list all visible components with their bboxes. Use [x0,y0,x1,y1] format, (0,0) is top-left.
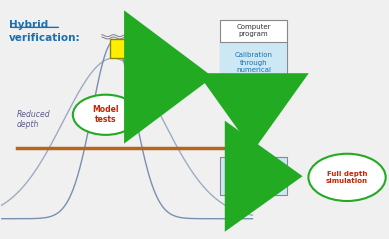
FancyBboxPatch shape [220,42,287,91]
Text: Calibration
through
numerical
reconstruction: Calibration through numerical reconstruc… [228,52,279,81]
Circle shape [73,95,138,135]
FancyBboxPatch shape [220,157,287,195]
FancyBboxPatch shape [110,39,133,58]
Text: Model
tests: Model tests [93,105,119,125]
Text: Reduced
depth: Reduced depth [17,110,51,129]
FancyBboxPatch shape [220,20,287,91]
Text: Computer
program: Computer program [236,24,271,38]
Circle shape [308,154,385,201]
Text: Hybrid
verification:: Hybrid verification: [9,20,81,43]
Text: Full depth
simulation: Full depth simulation [326,171,368,184]
Text: Numerical
extrapolation: Numerical extrapolation [230,170,277,183]
